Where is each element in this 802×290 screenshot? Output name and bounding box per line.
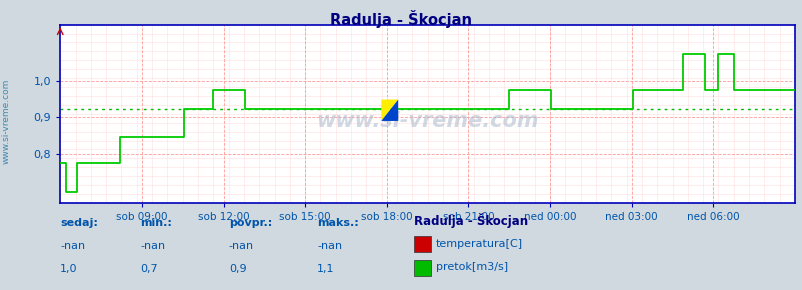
Text: -nan: -nan [140, 241, 165, 251]
Text: 1,0: 1,0 [60, 264, 78, 274]
Text: pretok[m3/s]: pretok[m3/s] [435, 262, 508, 272]
Text: temperatura[C]: temperatura[C] [435, 239, 522, 249]
Text: Radulja - Škocjan: Radulja - Škocjan [413, 213, 527, 228]
Text: povpr.:: povpr.: [229, 218, 272, 228]
Text: -nan: -nan [60, 241, 85, 251]
Text: min.:: min.: [140, 218, 172, 228]
Text: 0,7: 0,7 [140, 264, 158, 274]
Text: -nan: -nan [317, 241, 342, 251]
Text: -nan: -nan [229, 241, 253, 251]
Text: www.si-vreme.com: www.si-vreme.com [316, 111, 538, 131]
Text: Radulja - Škocjan: Radulja - Škocjan [330, 10, 472, 28]
Text: 1,1: 1,1 [317, 264, 334, 274]
Text: maks.:: maks.: [317, 218, 358, 228]
Text: 0,9: 0,9 [229, 264, 246, 274]
Text: sedaj:: sedaj: [60, 218, 98, 228]
Polygon shape [381, 99, 398, 121]
Polygon shape [381, 99, 398, 121]
Text: www.si-vreme.com: www.si-vreme.com [2, 79, 11, 164]
